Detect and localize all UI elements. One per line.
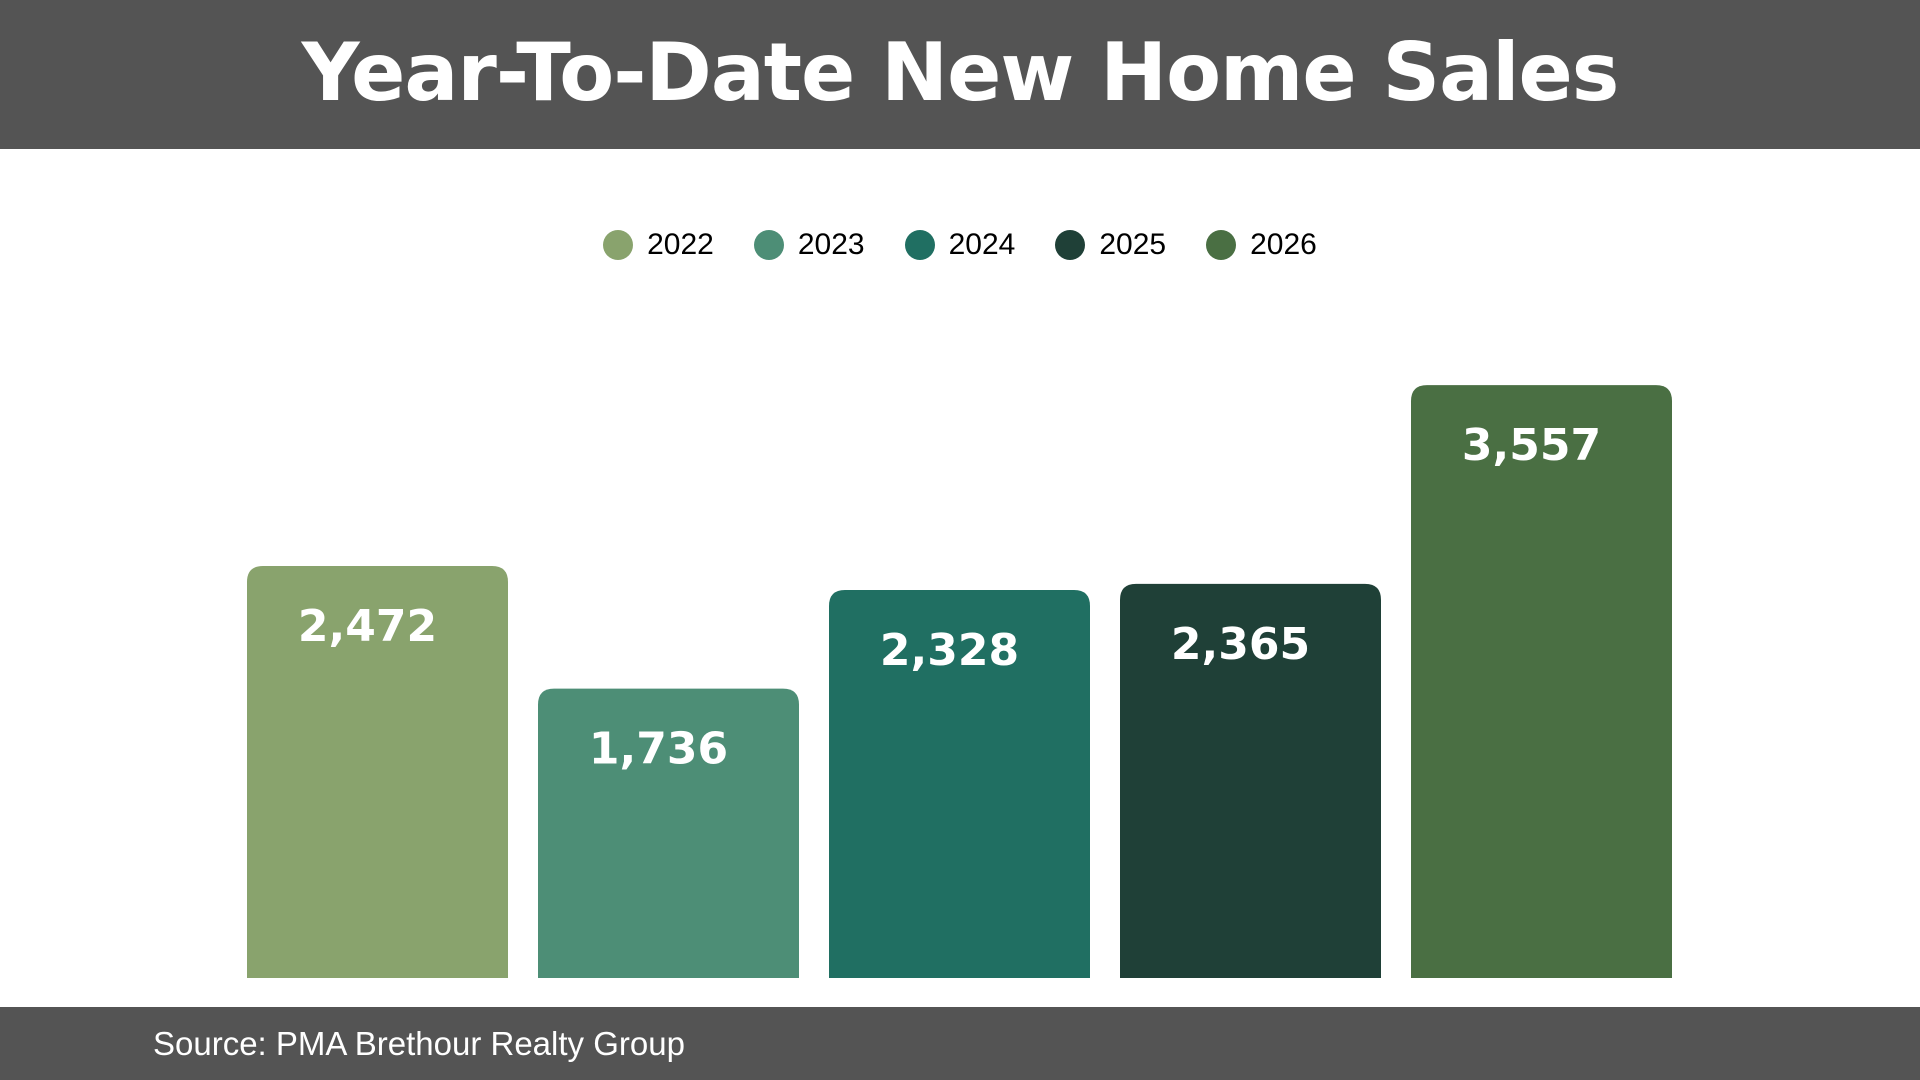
legend-item-2023: 2023	[753, 228, 865, 262]
bar-value-label-2024: 2,328	[880, 625, 1019, 676]
source-note: Source: PMA Brethour Realty Group	[153, 1024, 685, 1062]
chart-title: Year-To-Date New Home Sales	[301, 26, 1620, 119]
bar-value-label-2023: 1,736	[589, 724, 728, 775]
bar-group-2026: 3,557	[1411, 385, 1672, 979]
legend-item-2025: 2025	[1055, 228, 1166, 262]
legend-swatch	[904, 230, 935, 260]
legend-label: 2022	[647, 228, 714, 261]
legend-item-2026: 2026	[1206, 228, 1317, 262]
legend-swatch	[603, 230, 634, 260]
legend-label: 2025	[1099, 228, 1167, 261]
legend-item-2022: 2022	[603, 228, 714, 262]
legend-swatch	[1055, 230, 1086, 260]
bar-2025	[1120, 583, 1381, 978]
bar-group-2025: 2,365	[1120, 583, 1381, 978]
bar-group-2022: 2,472	[247, 566, 508, 978]
title-banner: Year-To-Date New Home Sales	[0, 0, 1920, 149]
bar-value-label-2025: 2,365	[1171, 619, 1310, 670]
bar-2022	[247, 566, 508, 978]
bar-group-2024: 2,328	[829, 590, 1090, 978]
bar-group-2023: 1,736	[538, 688, 799, 978]
bar-2023	[538, 688, 799, 978]
legend-label: 2023	[797, 228, 865, 261]
bar-value-label-2026: 3,557	[1462, 420, 1601, 471]
legend-item-2024: 2024	[904, 228, 1016, 262]
legend-swatch	[1206, 230, 1237, 260]
bar-2026	[1411, 385, 1672, 979]
legend-swatch	[753, 230, 784, 260]
bar-value-label-2022: 2,472	[298, 601, 437, 652]
bar-2024	[829, 590, 1090, 978]
legend-label: 2024	[948, 228, 1016, 261]
chart-legend: 2022 2023 2024 2025 2026	[0, 222, 1920, 268]
legend-label: 2026	[1250, 228, 1317, 261]
source-banner: Source: PMA Brethour Realty Group	[0, 1007, 1920, 1080]
